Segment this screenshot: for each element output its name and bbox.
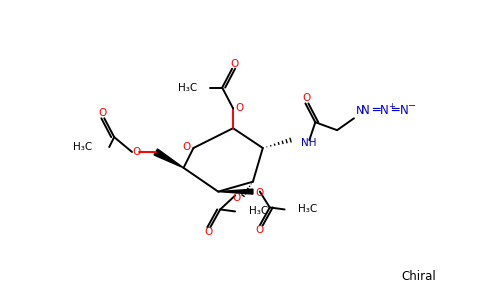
Text: O: O	[302, 94, 311, 103]
Text: ═: ═	[372, 104, 379, 117]
Text: +: +	[389, 102, 395, 111]
Text: O: O	[256, 225, 264, 235]
Text: O: O	[98, 108, 106, 118]
Text: Chiral: Chiral	[401, 270, 436, 283]
Text: O: O	[182, 142, 191, 152]
Polygon shape	[218, 189, 253, 194]
Text: O: O	[204, 227, 212, 237]
Text: O: O	[232, 193, 240, 202]
Text: NH: NH	[302, 138, 317, 148]
Text: ═: ═	[392, 104, 399, 117]
Text: O: O	[235, 103, 243, 113]
Text: O: O	[133, 147, 141, 157]
Text: H₃C: H₃C	[299, 204, 318, 214]
Text: −: −	[408, 101, 417, 111]
Text: H₃C: H₃C	[73, 142, 92, 152]
Text: N: N	[361, 104, 370, 117]
Text: H₃C: H₃C	[249, 206, 268, 216]
Text: O: O	[230, 59, 238, 69]
Text: N: N	[380, 104, 389, 117]
Text: N: N	[356, 106, 364, 116]
Polygon shape	[154, 149, 183, 168]
Text: N: N	[399, 104, 408, 117]
Text: O: O	[256, 188, 264, 198]
Text: H₃C: H₃C	[178, 82, 197, 93]
